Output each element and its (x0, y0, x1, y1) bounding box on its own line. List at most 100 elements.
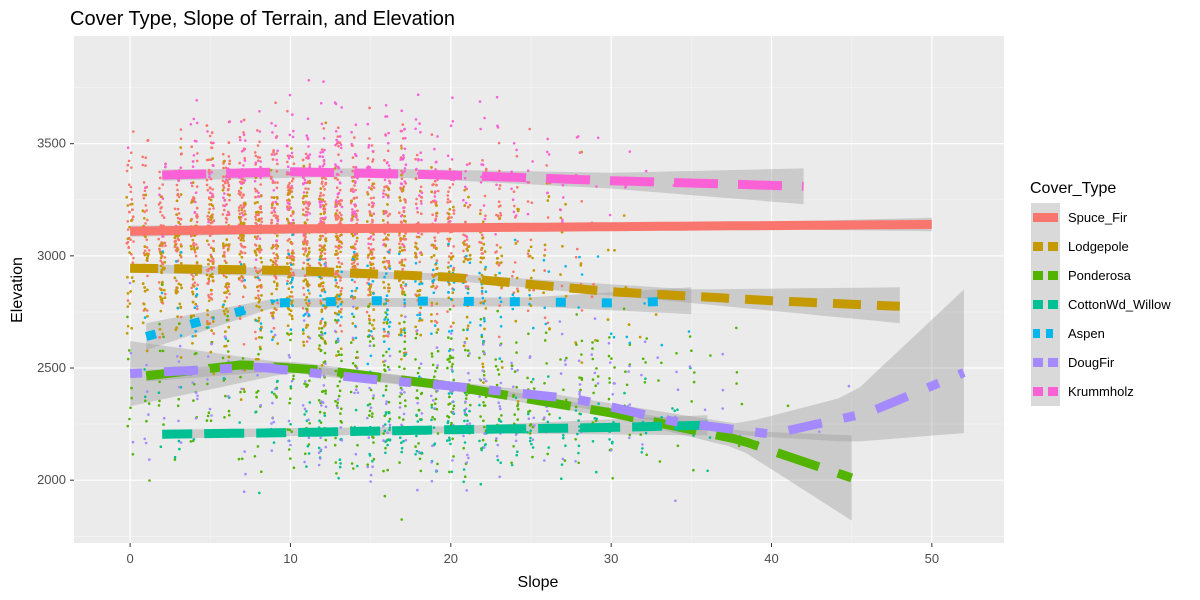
point-DougFir (484, 379, 488, 383)
point-DougFir (128, 281, 132, 285)
point-Ponderosa (192, 399, 195, 402)
point-Spuce_Fir (433, 239, 437, 243)
point-Ponderosa (176, 404, 180, 408)
point-Ponderosa (292, 466, 296, 470)
point-Aspen (339, 303, 343, 306)
point-Lodgepole (159, 295, 162, 299)
point-Spuce_Fir (446, 194, 450, 197)
point-Lodgepole (126, 275, 129, 279)
point-Ponderosa (418, 366, 421, 370)
point-Lodgepole (368, 319, 372, 322)
point-Ponderosa (205, 419, 209, 422)
point-Krummholz (480, 163, 483, 166)
point-CottonWd_Willow (644, 377, 647, 381)
point-Spuce_Fir (388, 248, 392, 252)
point-Lodgepole (419, 333, 423, 337)
point-Krummholz (624, 186, 627, 189)
point-CottonWd_Willow (577, 419, 580, 422)
point-DougFir (416, 329, 419, 332)
point-Ponderosa (128, 417, 131, 421)
point-Ponderosa (305, 307, 308, 311)
point-Lodgepole (401, 249, 404, 252)
point-DougFir (430, 461, 433, 464)
point-Krummholz (384, 104, 388, 107)
x-tick-label: 40 (764, 551, 778, 566)
point-Krummholz (450, 158, 454, 161)
point-Lodgepole (368, 314, 371, 318)
point-Spuce_Fir (452, 304, 456, 308)
point-CottonWd_Willow (400, 450, 404, 454)
point-Lodgepole (383, 256, 386, 260)
point-Lodgepole (276, 342, 280, 345)
point-Spuce_Fir (446, 237, 449, 241)
point-Spuce_Fir (242, 343, 246, 346)
point-Spuce_Fir (144, 156, 147, 159)
point-Spuce_Fir (258, 250, 262, 254)
point-CottonWd_Willow (254, 410, 257, 414)
point-DougFir (384, 402, 388, 406)
point-Ponderosa (340, 421, 344, 424)
x-axis-title: Slope (518, 574, 559, 591)
point-Lodgepole (387, 187, 390, 190)
point-Spuce_Fir (208, 168, 211, 172)
point-Aspen (625, 335, 629, 339)
point-Spuce_Fir (306, 218, 309, 222)
point-Lodgepole (225, 291, 228, 294)
point-DougFir (131, 440, 135, 444)
point-Lodgepole (130, 327, 133, 330)
point-Lodgepole (228, 193, 231, 197)
point-Ponderosa (226, 339, 230, 343)
point-Spuce_Fir (404, 232, 407, 235)
point-Lodgepole (227, 247, 230, 251)
point-Lodgepole (306, 280, 309, 284)
point-Krummholz (403, 127, 406, 131)
point-Ponderosa (319, 349, 323, 353)
point-Spuce_Fir (275, 152, 278, 155)
point-Lodgepole (129, 290, 132, 293)
point-Lodgepole (289, 240, 293, 244)
point-DougFir (386, 431, 389, 435)
point-DougFir (514, 433, 518, 436)
point-DougFir (498, 405, 502, 408)
point-Spuce_Fir (176, 237, 180, 241)
point-Lodgepole (532, 269, 536, 272)
point-Ponderosa (451, 437, 454, 441)
point-DougFir (319, 436, 322, 440)
point-Spuce_Fir (398, 261, 402, 264)
point-Krummholz (526, 212, 530, 216)
point-Spuce_Fir (480, 292, 484, 295)
point-DougFir (356, 391, 360, 395)
point-DougFir (322, 384, 326, 387)
point-Krummholz (353, 212, 357, 216)
point-DougFir (495, 437, 498, 440)
point-Lodgepole (276, 234, 279, 237)
point-Spuce_Fir (241, 295, 245, 299)
point-DougFir (242, 490, 246, 494)
point-Krummholz (222, 196, 225, 199)
point-CottonWd_Willow (384, 423, 387, 426)
y-tick-label: 3000 (37, 248, 66, 263)
point-Ponderosa (446, 366, 449, 370)
point-Krummholz (335, 138, 338, 142)
point-Lodgepole (143, 253, 147, 257)
point-DougFir (369, 406, 373, 410)
point-DougFir (195, 304, 199, 308)
point-Lodgepole (237, 277, 241, 280)
point-Lodgepole (223, 299, 227, 303)
point-Krummholz (253, 179, 257, 183)
point-Spuce_Fir (141, 163, 145, 167)
point-Spuce_Fir (465, 243, 468, 246)
point-Spuce_Fir (371, 218, 374, 222)
point-Ponderosa (416, 371, 420, 375)
point-Spuce_Fir (333, 272, 337, 276)
point-Lodgepole (286, 262, 289, 265)
point-Spuce_Fir (291, 212, 295, 215)
point-Lodgepole (333, 167, 337, 170)
point-Ponderosa (335, 404, 339, 408)
point-Krummholz (258, 237, 262, 241)
point-Spuce_Fir (208, 186, 212, 189)
point-Krummholz (308, 165, 312, 169)
point-Spuce_Fir (447, 239, 451, 243)
point-Spuce_Fir (195, 213, 199, 216)
point-Aspen (387, 250, 391, 254)
